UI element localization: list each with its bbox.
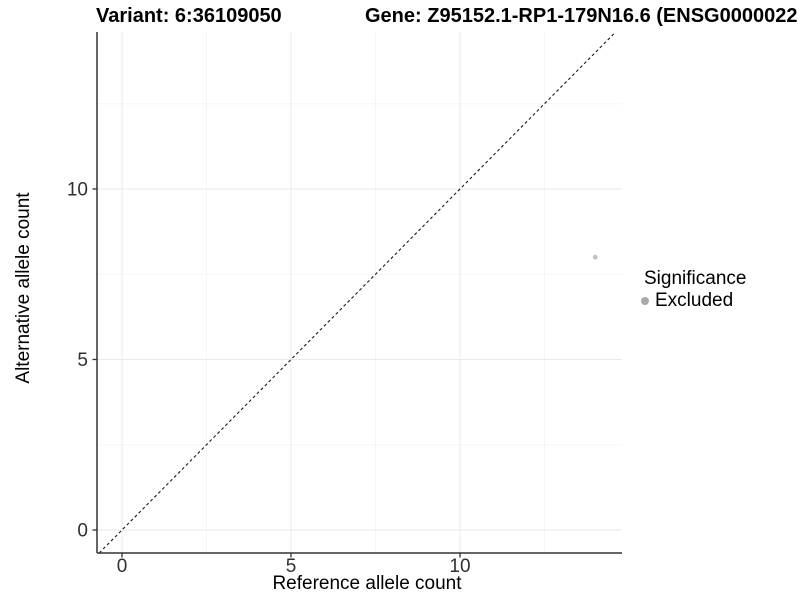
y-tick-label: 0 (77, 521, 88, 542)
identity-line (98, 31, 617, 554)
x-axis-title: Reference allele count (272, 573, 462, 594)
plot-title-variant: Variant: 6:36109050 (96, 5, 282, 27)
legend-title: Significance (644, 268, 747, 289)
data-point (592, 254, 598, 260)
legend-item-excluded: Excluded (638, 290, 746, 312)
x-tick-label: 0 (117, 556, 128, 577)
x-tick-label: 5 (286, 556, 297, 577)
legend: Significance Excluded (638, 268, 746, 312)
y-tick-label: 10 (67, 180, 88, 201)
legend-key-dot (641, 297, 649, 305)
x-tick-label: 10 (449, 556, 470, 577)
y-tick-label: 5 (77, 350, 88, 371)
legend-item-label: Excluded (655, 290, 734, 311)
plot-title-gene: Gene: Z95152.1-RP1-179N16.6 (ENSG0000022 (365, 5, 798, 27)
y-axis-title: Alternative allele count (13, 192, 34, 384)
